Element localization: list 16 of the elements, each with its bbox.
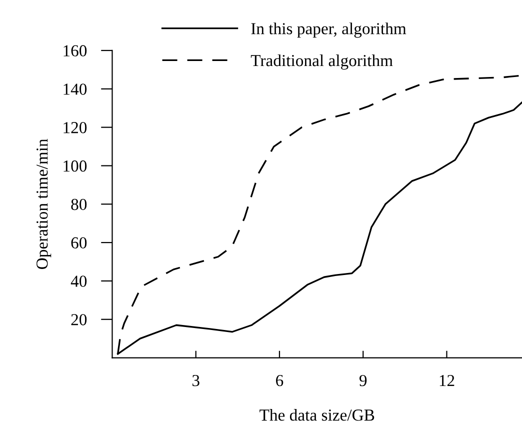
x-tick-label: 12 <box>440 374 454 386</box>
legend-label: Traditional algorithm <box>250 54 393 70</box>
y-tick-label: 60 <box>71 237 87 248</box>
x-axis-title: The data size/GB <box>260 409 374 421</box>
y-tick-label: 100 <box>64 160 87 172</box>
legend-label: In this paper, algorithm <box>251 22 406 38</box>
y-tick-label: 140 <box>64 84 87 95</box>
x-tick-label: 9 <box>359 374 367 386</box>
x-tick-label: 6 <box>276 374 284 386</box>
y-tick-label: 120 <box>64 122 87 134</box>
y-tick-label: 160 <box>64 45 87 56</box>
y-tick-label: 20 <box>71 314 87 326</box>
y-tick-label: 40 <box>70 276 87 287</box>
x-tick-label: 3 <box>192 374 200 386</box>
y-axis-title: Operation time/min <box>36 138 52 269</box>
y-tick-label: 80 <box>71 198 87 210</box>
